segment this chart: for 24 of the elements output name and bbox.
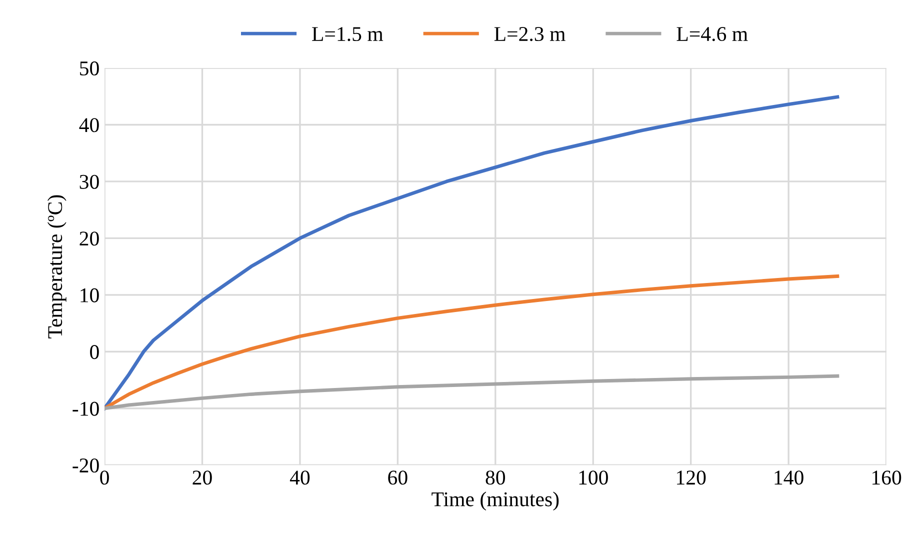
legend-label: L=4.6 m (676, 27, 748, 42)
x-tick-label: 80 (486, 470, 506, 485)
legend-label: L=1.5 m (312, 27, 384, 42)
x-tick-label: 140 (774, 470, 804, 485)
x-tick-label: 0 (100, 470, 109, 485)
y-tick-label: 10 (80, 288, 99, 302)
x-tick-label: 160 (872, 470, 902, 485)
y-tick-label: 50 (80, 61, 99, 76)
line-series (104, 95, 840, 410)
y-tick-label: 20 (80, 232, 99, 246)
y-axis-title: Temperature (ºC) (47, 195, 66, 338)
line-series (104, 374, 840, 410)
x-tick-label: 120 (677, 470, 706, 485)
y-tick-label: 40 (79, 118, 99, 132)
x-axis-title: Time (minutes) (432, 492, 559, 511)
x-tick-label: 40 (290, 470, 310, 485)
x-tick-label: 100 (579, 470, 608, 485)
y-tick-label: -20 (72, 458, 99, 473)
y-tick-label: -10 (72, 402, 99, 416)
y-tick-label: 0 (90, 345, 99, 360)
x-tick-label: 60 (388, 470, 408, 485)
legend-label: L=2.3 m (494, 27, 566, 42)
y-tick-label: 30 (80, 174, 99, 189)
x-tick-label: 20 (192, 470, 212, 485)
